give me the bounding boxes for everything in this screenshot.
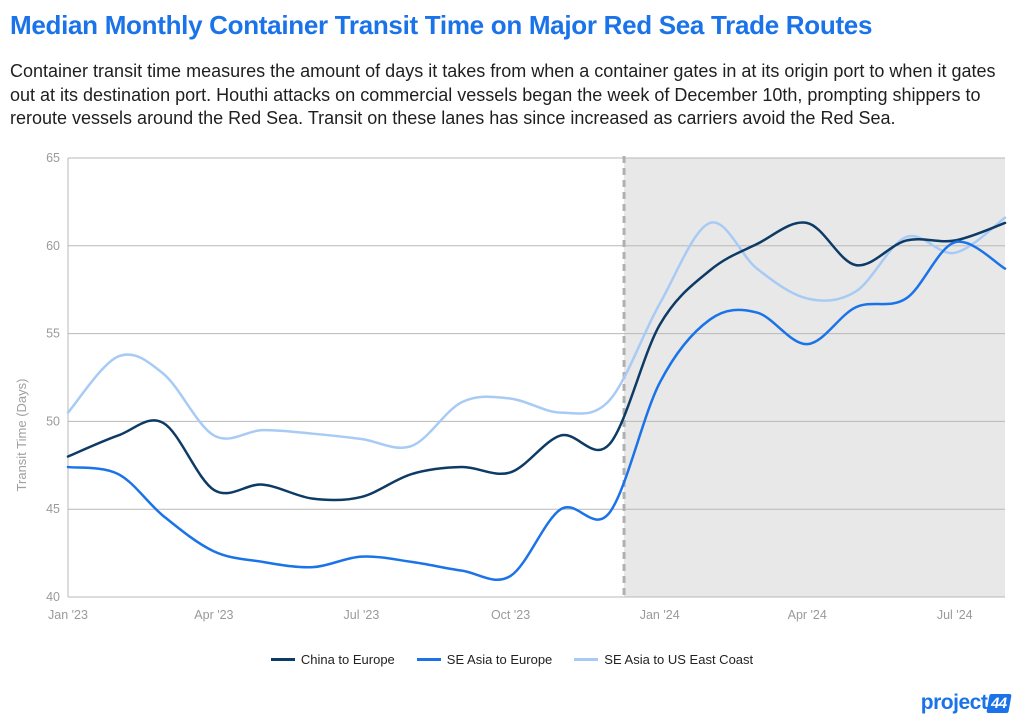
series-line-2 <box>66 216 1007 450</box>
legend-label-seasia-europe: SE Asia to Europe <box>446 652 553 667</box>
brand-number: 44 <box>986 693 1012 713</box>
x-tick-label: Jul '24 <box>937 608 973 622</box>
chart-title: Median Monthly Container Transit Time on… <box>10 10 873 40</box>
y-tick-label-50: 50 <box>46 414 60 428</box>
x-tick-label: Apr '24 <box>788 608 827 622</box>
legend-swatch-china-europe <box>270 658 295 661</box>
y-tick-label-60: 60 <box>46 239 60 253</box>
legend-swatch-seasia-useast <box>574 658 599 661</box>
y-tick-label-55: 55 <box>46 327 60 341</box>
y-axis-label: Transit Time (Days) <box>14 379 29 492</box>
x-tick-label: Jan '24 <box>640 608 680 622</box>
shaded-region-post-attack <box>624 158 1005 597</box>
brand-text: project <box>920 691 988 714</box>
legend-item-seasia-useast: SE Asia to US East Coast <box>574 652 753 667</box>
x-tick-label: Apr '23 <box>194 608 233 622</box>
x-tick-label: Oct '23 <box>491 608 530 622</box>
series-line-0 <box>66 221 1007 502</box>
legend-label-seasia-useast: SE Asia to US East Coast <box>604 652 754 667</box>
y-tick-label-40: 40 <box>46 590 60 604</box>
legend-item-china-europe: China to Europe <box>270 652 395 667</box>
x-tick-label: Jan '23 <box>48 608 88 622</box>
x-tick-label: Jul '23 <box>344 608 380 622</box>
chart-legend: China to Europe SE Asia to Europe SE Asi… <box>0 652 1024 667</box>
legend-swatch-seasia-europe <box>416 658 441 661</box>
chart-subtitle: Container transit time measures the amou… <box>10 61 996 128</box>
y-tick-label-65: 65 <box>46 151 60 165</box>
legend-label-china-europe: China to Europe <box>300 652 395 667</box>
line-chart: 40 45 50 55 60 65 Jan '23 Apr '23 Jul '23 Oct '2… <box>14 151 1007 622</box>
brand-logo: project 44 <box>920 691 1012 715</box>
series-line-1 <box>66 240 1007 582</box>
legend-item-seasia-europe: SE Asia to Europe <box>416 652 553 667</box>
y-tick-label-45: 45 <box>46 502 60 516</box>
